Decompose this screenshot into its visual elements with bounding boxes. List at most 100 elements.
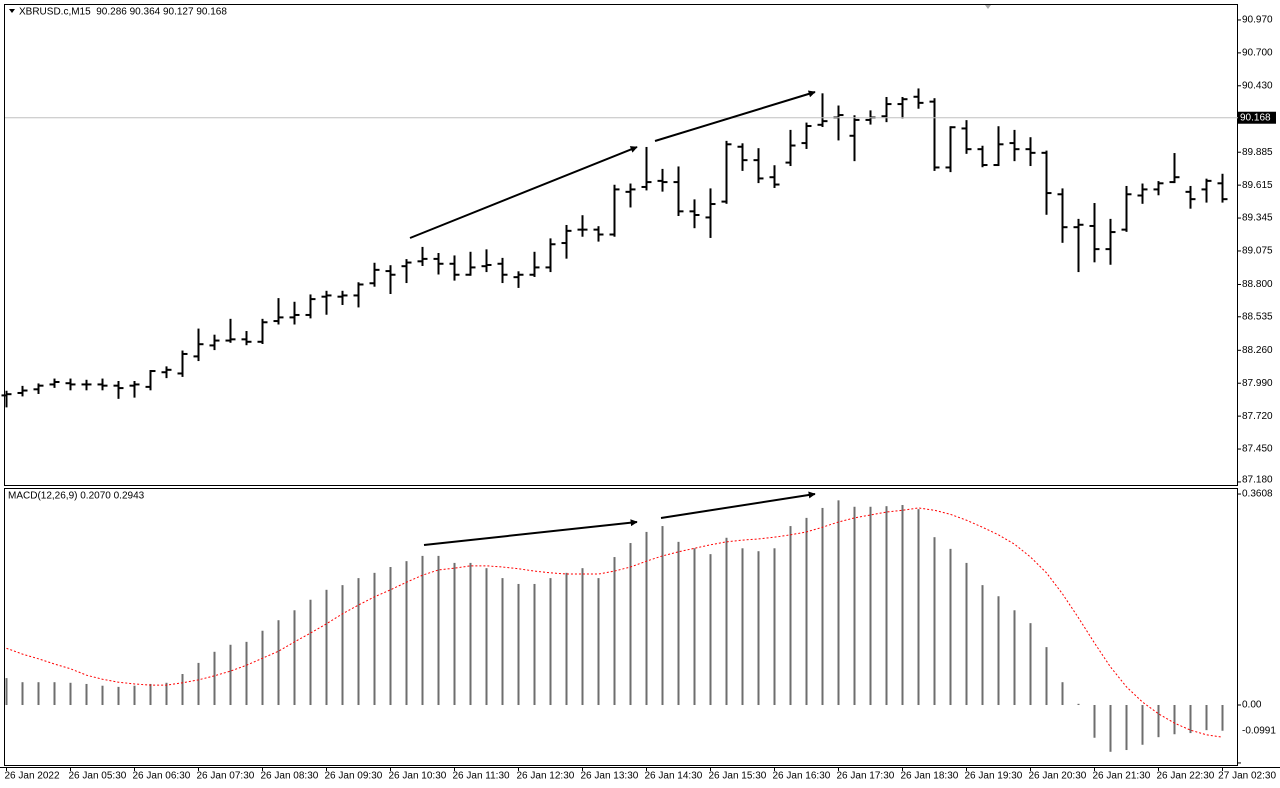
histogram-bar <box>1077 703 1080 706</box>
histogram-bar <box>533 583 536 706</box>
histogram-bar <box>485 568 488 706</box>
histogram-bar <box>677 541 680 706</box>
histogram-bar <box>213 651 216 706</box>
x-tick-label: 26 Jan 09:30 <box>325 771 383 782</box>
menu-triangle <box>9 9 15 13</box>
histogram-bar <box>501 578 504 706</box>
y-tick-label: 0.00 <box>1242 700 1262 711</box>
histogram-bar <box>549 578 552 706</box>
y-tick-label: 89.075 <box>1242 246 1273 257</box>
x-tick-label: 26 Jan 19:30 <box>965 771 1023 782</box>
histogram-bar <box>901 505 904 706</box>
histogram-bar <box>421 555 424 706</box>
shift-marker <box>985 5 991 9</box>
histogram-bar <box>597 578 600 706</box>
y-tick-label: 89.885 <box>1242 147 1273 158</box>
x-tick-label: 26 Jan 06:30 <box>133 771 191 782</box>
histogram-bar <box>1013 610 1016 706</box>
histogram-bar <box>5 678 8 706</box>
histogram-bar <box>21 682 24 706</box>
y-tick-label: 89.615 <box>1242 180 1273 191</box>
y-tick-label: -0.0991 <box>1242 726 1276 737</box>
histogram-bar <box>1141 705 1144 745</box>
trend-arrow <box>423 519 638 546</box>
histogram-bar <box>645 531 648 706</box>
histogram-bar <box>517 583 520 706</box>
histogram-bar <box>453 562 456 706</box>
current-price-label: 90.168 <box>1240 112 1271 123</box>
histogram-bar <box>789 526 792 706</box>
histogram-bar <box>37 682 40 706</box>
y-tick-label: 88.535 <box>1242 311 1273 322</box>
histogram-bar <box>725 537 728 706</box>
histogram-bar <box>629 543 632 706</box>
histogram-bar <box>773 548 776 706</box>
histogram-bar <box>229 644 232 706</box>
x-tick-label: 26 Jan 21:30 <box>1093 771 1151 782</box>
trend-arrow <box>654 90 816 142</box>
histogram-bar <box>581 568 584 706</box>
histogram-bar <box>869 506 872 706</box>
histogram-bar <box>949 548 952 706</box>
histogram-bar <box>117 686 120 706</box>
histogram-bar <box>837 500 840 706</box>
current-price-box <box>1238 111 1276 124</box>
histogram-bar <box>1029 623 1032 706</box>
histogram-bar <box>1221 705 1224 731</box>
histogram-bar <box>325 589 328 706</box>
y-tick-label: 87.720 <box>1242 411 1273 422</box>
histogram-bar <box>1173 705 1176 735</box>
histogram-bar <box>1061 682 1064 706</box>
histogram-bar <box>373 572 376 706</box>
histogram-bar <box>85 683 88 706</box>
x-tick-label: 27 Jan 02:30 <box>1218 771 1276 782</box>
y-tick-label: 90.700 <box>1242 48 1273 59</box>
histogram-bar <box>1093 705 1096 738</box>
x-tick-label: 26 Jan 07:30 <box>197 771 255 782</box>
histogram-bar <box>277 620 280 706</box>
histogram-bar <box>181 674 184 706</box>
x-tick-label: 26 Jan 12:30 <box>517 771 575 782</box>
histogram-bar <box>709 554 712 706</box>
y-tick-label: 87.450 <box>1242 444 1273 455</box>
histogram-bar <box>965 562 968 706</box>
signal-line <box>6 507 1223 738</box>
histogram-bar <box>149 683 152 706</box>
histogram-bar <box>1125 705 1128 751</box>
histogram-bar <box>101 685 104 706</box>
price-panel-frame <box>4 4 1238 486</box>
histogram-bar <box>933 537 936 706</box>
histogram-bar <box>469 562 472 706</box>
histogram-bar <box>981 585 984 706</box>
y-tick-label: 90.970 <box>1242 15 1273 26</box>
plot-layer: 90.970 90.700 90.430 89.885 89.615 89.345 89.0… <box>1 15 1276 782</box>
histogram-bar <box>405 561 408 706</box>
y-tick-label: 90.430 <box>1242 80 1273 91</box>
y-tick-label: 87.990 <box>1242 378 1273 389</box>
x-tick-label: 26 Jan 05:30 <box>69 771 127 782</box>
histogram-bar <box>741 548 744 706</box>
x-tick-label: 26 Jan 14:30 <box>645 771 703 782</box>
histogram-bar <box>693 548 696 706</box>
histogram-bar <box>1189 705 1192 734</box>
x-tick-label: 26 Jan 10:30 <box>389 771 447 782</box>
x-tick-label: 26 Jan 17:30 <box>837 771 895 782</box>
y-tick-label: 88.800 <box>1242 279 1273 290</box>
histogram-bar <box>613 557 616 706</box>
histogram-bar <box>661 526 664 706</box>
histogram-bar <box>885 506 888 706</box>
histogram-bar <box>917 509 920 706</box>
histogram-bar <box>805 517 808 706</box>
trend-arrow <box>409 146 638 239</box>
x-tick-label: 26 Jan 2022 <box>5 771 60 782</box>
histogram-bar <box>309 599 312 706</box>
x-tick-label: 26 Jan 11:30 <box>453 771 511 782</box>
histogram-bar <box>261 630 264 706</box>
histogram-bar <box>821 507 824 706</box>
histogram-bar <box>133 685 136 706</box>
histogram-bar <box>1157 705 1160 738</box>
y-tick-label: 87.180 <box>1242 475 1273 486</box>
trend-arrow <box>660 491 816 519</box>
